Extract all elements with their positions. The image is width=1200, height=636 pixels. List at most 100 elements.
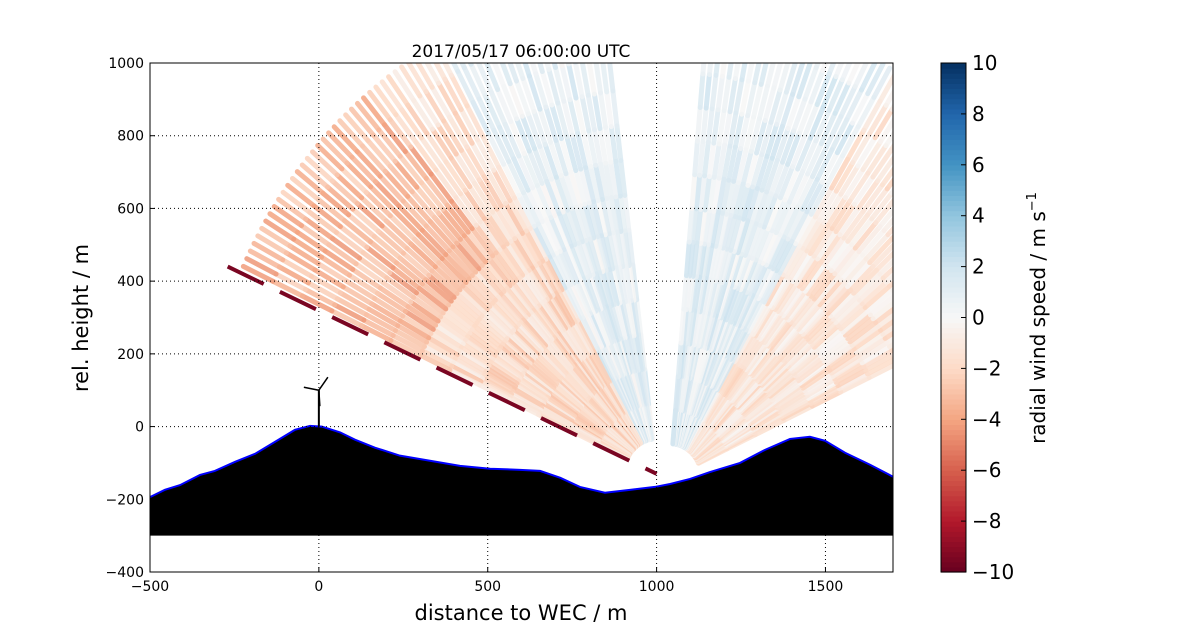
- wind-segment: [803, 373, 836, 396]
- colorbar-cell: [941, 485, 966, 492]
- wind-segment: [767, 234, 787, 270]
- wind-segment: [500, 341, 531, 369]
- wind-segment: [785, 94, 802, 132]
- wind-segment: [873, 306, 893, 326]
- wind-segment: [599, 196, 612, 237]
- wind-segment: [447, 367, 482, 388]
- colorbar-cell: [941, 342, 966, 349]
- wind-segment: [746, 299, 767, 334]
- wind-segment: [504, 336, 535, 364]
- wind-segment: [755, 15, 762, 48]
- wind-segment: [703, 242, 715, 282]
- wind-segment: [367, 239, 400, 266]
- y-tick-label: 200: [117, 347, 144, 363]
- wind-segment: [897, 349, 925, 363]
- wind-segment: [440, 206, 467, 239]
- wind-segment: [849, 216, 875, 248]
- wind-segment: [882, 330, 893, 341]
- colorbar-cell: [941, 561, 966, 568]
- wind-segment: [856, 178, 881, 211]
- wind-segment: [922, 151, 943, 176]
- wind-segment: [750, 262, 769, 298]
- wind-segment: [888, 142, 893, 153]
- wind-segment: [724, 178, 737, 217]
- wind-segment: [558, 172, 575, 212]
- wind-segment: [719, 63, 727, 79]
- wind-segment: [702, 174, 712, 213]
- wind-segment: [484, 366, 519, 389]
- wind-segment: [399, 107, 424, 141]
- wind-segment: [544, 296, 569, 332]
- wind-segment: [898, 279, 923, 299]
- wind-segment: [461, 233, 489, 265]
- wind-segment: [568, 243, 586, 282]
- wind-segment: [576, 240, 593, 279]
- wind-segment: [247, 248, 282, 270]
- wind-segment: [733, 291, 753, 327]
- wind-segment: [561, 98, 575, 138]
- wind-segment: [817, 277, 844, 308]
- wind-segment: [485, 212, 510, 247]
- wind-segment: [484, 307, 514, 336]
- wind-segment: [794, 355, 825, 381]
- wind-segment: [476, 382, 512, 403]
- wind-segment: [333, 230, 366, 256]
- wind-segment: [614, 229, 626, 270]
- wind-segment: [805, 141, 824, 177]
- wind-segment: [463, 280, 493, 309]
- wind-segment: [694, 275, 706, 314]
- wind-segment: [825, 195, 848, 229]
- wind-segment: [772, 324, 799, 355]
- wind-segment: [498, 291, 526, 323]
- colorbar-cell: [941, 281, 966, 288]
- wind-segment: [413, 139, 439, 173]
- wind-segment: [523, 228, 546, 264]
- wind-segment: [514, 78, 531, 117]
- x-tick-label: 0: [314, 579, 323, 595]
- wind-segment: [608, 195, 620, 235]
- wind-segment: [509, 391, 544, 413]
- wind-segment: [610, 88, 620, 129]
- wind-segment: [825, 287, 854, 316]
- wind-segment: [834, 120, 856, 156]
- wind-segment: [579, 63, 591, 98]
- wind-segment: [536, 260, 559, 297]
- wind-segment: [767, 274, 789, 309]
- wind-segment: [877, 72, 893, 104]
- wind-segment: [539, 301, 564, 335]
- wind-segment: [825, 346, 857, 370]
- wind-segment: [770, 236, 791, 272]
- wind-segment: [521, 151, 540, 189]
- wind-segment: [727, 110, 739, 149]
- colorbar-cell: [941, 398, 966, 405]
- wind-segment: [435, 318, 468, 343]
- wind-segment: [867, 236, 893, 266]
- wind-segment: [828, 353, 861, 376]
- wind-segment: [503, 200, 525, 236]
- wind-segment: [454, 352, 489, 375]
- wind-segment: [587, 273, 604, 312]
- wind-segment: [523, 4, 533, 38]
- wind-segment: [430, 326, 464, 350]
- wind-segment: [536, 303, 562, 337]
- wind-segment: [756, 83, 770, 122]
- wind-segment: [458, 106, 480, 143]
- wind-segment: [543, 104, 559, 143]
- wind-segment: [397, 255, 429, 283]
- wind-segment: [716, 211, 730, 250]
- wind-segment: [501, 84, 520, 122]
- wind-segment: [818, 232, 843, 265]
- wind-segment: [438, 163, 464, 197]
- wind-segment: [833, 201, 857, 235]
- wind-segment: [884, 335, 893, 345]
- wind-segment: [595, 234, 609, 274]
- wind-segment: [415, 63, 435, 90]
- wind-segment: [905, 181, 926, 206]
- wind-segment: [713, 63, 720, 78]
- wind-segment: [515, 322, 544, 353]
- wind-segment: [520, 272, 545, 307]
- wind-segment: [978, 226, 1004, 245]
- wind-segment: [417, 93, 441, 128]
- wind-segment: [363, 312, 398, 334]
- wind-segment: [520, 76, 537, 114]
